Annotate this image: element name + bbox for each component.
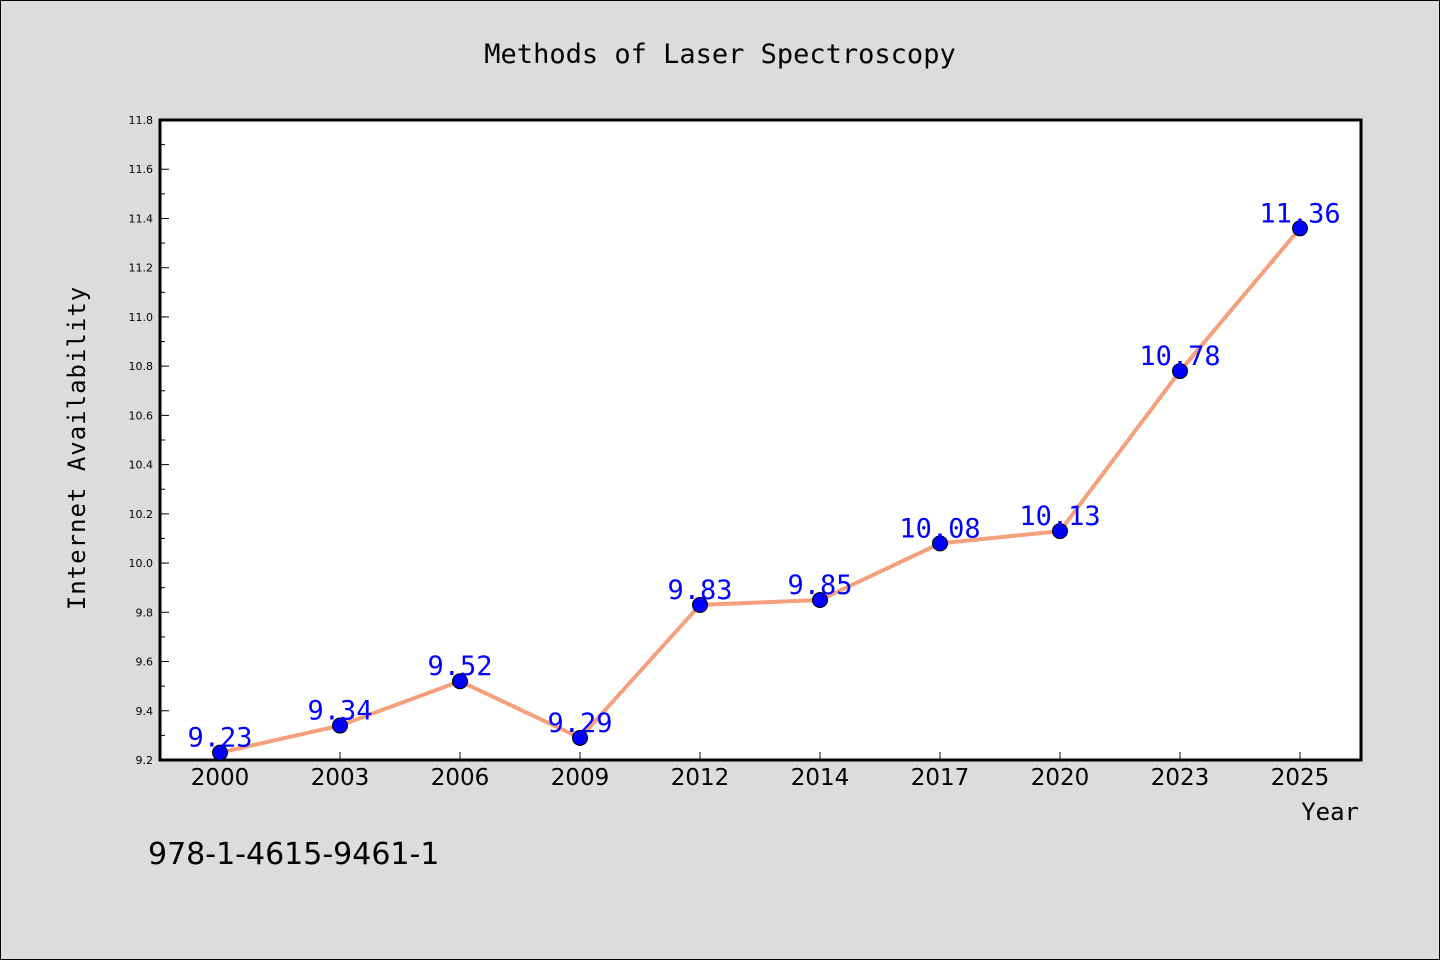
data-value-label: 9.52: [427, 651, 492, 682]
data-value-label: 10.78: [1139, 341, 1220, 372]
data-value-label: 9.85: [787, 570, 852, 601]
x-tick-label: 2014: [791, 765, 850, 791]
data-point-marker: [572, 729, 588, 746]
data-value-label: 9.23: [187, 723, 252, 754]
x-tick-label: 2023: [1151, 765, 1210, 791]
data-value-label: 9.34: [307, 696, 372, 727]
x-axis-label: Year: [1301, 798, 1359, 826]
data-point-marker: [932, 535, 948, 552]
data-value-label: 9.83: [667, 575, 732, 606]
x-tick-label: 2020: [1031, 765, 1090, 791]
y-tick-label: 10.8: [129, 360, 154, 373]
y-tick-label: 9.4: [136, 705, 154, 718]
x-tick-label: 2009: [551, 765, 610, 791]
y-axis-label: Internet Availability: [63, 286, 91, 610]
data-value-label: 9.29: [547, 708, 612, 739]
x-axis-ticks: 2000 2003 2006 2009 2012 2014 2017 2020 2023 2025: [191, 752, 1330, 791]
series-markers: [212, 220, 1308, 761]
data-value-label: 10.08: [899, 513, 980, 544]
y-tick-label: 11.2: [129, 262, 154, 275]
isbn-footer-text: 978-1-4615-9461-1: [148, 837, 439, 872]
plot-area: [158, 118, 1363, 762]
data-labels: 9.23 9.34 9.52 9.29 9.83 9.85 10.08 10.13 10.78 1…: [187, 198, 1340, 753]
y-axis-ticks: 9.2 9.4 9.6 9.8 10.0 10.2 10.4 10.6 10.8 11.0 11.2…: [129, 114, 169, 767]
x-tick-label: 2003: [311, 765, 370, 791]
y-tick-label: 11.0: [129, 311, 154, 324]
y-tick-label: 9.8: [136, 606, 154, 619]
data-point-marker: [1172, 363, 1188, 380]
x-tick-label: 2017: [911, 765, 970, 791]
y-tick-label: 10.2: [129, 508, 154, 521]
y-tick-label: 10.0: [129, 557, 154, 570]
y-tick-label: 11.8: [129, 114, 154, 127]
data-point-marker: [692, 596, 708, 613]
y-tick-label: 9.6: [136, 656, 154, 669]
data-value-label: 11.36: [1259, 198, 1340, 229]
data-point-marker: [812, 592, 828, 608]
series-line: [219, 227, 1302, 755]
chart-title: Methods of Laser Spectroscopy: [484, 39, 955, 70]
data-point-marker: [452, 673, 468, 690]
x-tick-label: 2025: [1271, 765, 1330, 791]
data-point-marker: [1052, 523, 1068, 540]
y-tick-label: 11.4: [129, 212, 154, 225]
data-point-marker: [332, 717, 348, 734]
x-tick-label: 2006: [431, 765, 490, 791]
y-tick-label: 11.6: [129, 163, 154, 176]
data-point-marker: [1292, 220, 1308, 237]
data-value-label: 10.13: [1019, 501, 1100, 532]
x-tick-label: 2012: [671, 765, 730, 791]
y-tick-label: 10.4: [129, 459, 154, 472]
x-tick-label: 2000: [191, 765, 250, 791]
y-tick-label: 10.6: [129, 409, 154, 422]
data-point-marker: [212, 744, 228, 761]
y-tick-label: 9.2: [136, 754, 154, 767]
